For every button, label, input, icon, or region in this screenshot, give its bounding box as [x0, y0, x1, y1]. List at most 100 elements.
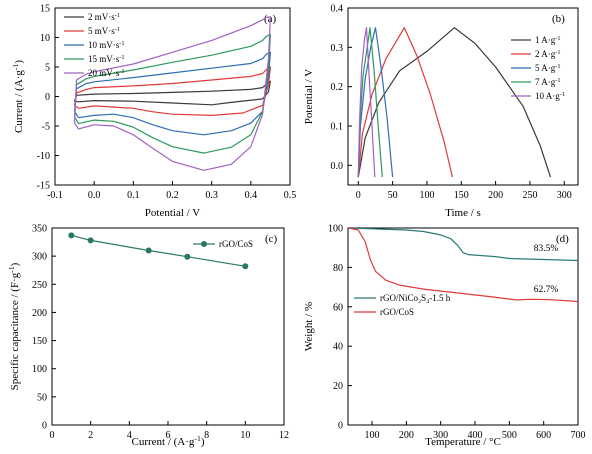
- y-tick-label: 0.2: [331, 82, 344, 93]
- series-line-3: [357, 27, 394, 178]
- y-tick-label: 200: [32, 308, 47, 319]
- legend-label: 10 mV·s-1: [88, 40, 125, 51]
- x-tick-label: 300: [433, 430, 448, 441]
- y-tick-label: 60: [333, 302, 343, 313]
- y-tick-label: -5: [42, 122, 50, 133]
- plot-frame: [347, 227, 579, 426]
- x-tick-label: 0.2: [166, 190, 179, 201]
- y-tick-label: 250: [32, 280, 47, 291]
- annotation-label: 83.5%: [534, 244, 559, 254]
- legend-label: 5 mV·s-1: [88, 26, 120, 37]
- x-tick-label: 0.5: [284, 190, 297, 201]
- y-tick-label: 0: [42, 421, 47, 432]
- legend: 1 A·g-1 2 A·g-1 5 A·g-1 7 A·g-1 10 A·g-1: [511, 35, 565, 102]
- y-tick-label: 0.1: [331, 122, 344, 133]
- series-line-2: [74, 66, 271, 116]
- series-line-5: [357, 27, 376, 178]
- plot-area: [357, 27, 552, 178]
- legend-label: 20 mV·s-1: [88, 68, 125, 79]
- y-axis-title: Current / (A·g-1): [11, 60, 26, 133]
- x-tick-label: 0.1: [127, 190, 140, 201]
- x-tick-label: 700: [571, 430, 586, 441]
- x-axis-title: Current / (A·g-1): [131, 434, 204, 449]
- data-point: [242, 263, 249, 270]
- y-tick-label: 350: [32, 224, 47, 235]
- legend: rGO/NiCo₂S₄-1.5 h rGO/CoS: [354, 293, 451, 317]
- y-tick-label: 100: [32, 364, 47, 375]
- chart-panel-3: 0 2 4 6 8 10 12 0 50 100 150 200 250 300 350 Current / …: [7, 224, 290, 449]
- data-point: [68, 232, 75, 239]
- x-tick-label: 200: [488, 190, 503, 201]
- legend-label: 7 A·g-1: [535, 77, 561, 88]
- x-tick-label: 300: [557, 190, 572, 201]
- x-tick-label: 200: [399, 430, 414, 441]
- legend-label: 5 A·g-1: [535, 63, 561, 74]
- chart-panel-4: 100 200 300 400 500 600 700 0 20 40 60 80 100 Tempera…: [303, 224, 586, 449]
- y-tick-label: 0: [338, 421, 343, 432]
- x-axis-title: Potential / V: [145, 207, 200, 219]
- y-tick-label: -10: [37, 151, 50, 162]
- y-tick-label: 0.4: [331, 4, 344, 15]
- legend-label: 2 mV·s-1: [88, 12, 120, 23]
- x-tick-label: 12: [279, 430, 289, 441]
- x-tick-label: 6: [166, 430, 171, 441]
- x-tick-label: 100: [365, 430, 380, 441]
- legend-label: 2 A·g-1: [535, 49, 561, 60]
- chart-panel-2: 0 50 100 150 200 250 300 0.0 0.1 0.2 0.3 0.4 Time / …: [303, 4, 579, 219]
- x-tick-label: 10: [240, 430, 250, 441]
- legend-label: 15 mV·s-1: [88, 54, 125, 65]
- x-tick-label: 2: [88, 430, 93, 441]
- data-point: [87, 237, 94, 244]
- y-tick-label: 50: [37, 392, 47, 403]
- x-tick-label: 400: [468, 430, 483, 441]
- x-axis-title: Temperature / °C: [425, 436, 501, 448]
- plot-area: [68, 232, 249, 270]
- y-tick-label: 300: [32, 252, 47, 263]
- x-tick-label: 0: [50, 430, 55, 441]
- panel-label: (c): [265, 233, 278, 245]
- legend-label: rGO/NiCo₂S₄-1.5 h: [380, 293, 451, 303]
- plot-area: [74, 16, 271, 171]
- x-tick-label: -0.1: [47, 190, 63, 201]
- series-line-5: [74, 16, 271, 171]
- legend-label: 10 A·g-1: [535, 91, 565, 102]
- x-axis-title: Time / s: [445, 207, 481, 219]
- x-tick-label: 0.4: [245, 190, 258, 201]
- series-line-2: [348, 228, 578, 303]
- x-tick-label: 500: [502, 430, 517, 441]
- legend-label: rGO/CoS: [380, 307, 414, 317]
- x-tick-label: 50: [388, 190, 398, 201]
- data-point: [145, 247, 152, 254]
- legend-label: 1 A·g-1: [535, 35, 561, 46]
- x-tick-label: 0.0: [88, 190, 101, 201]
- y-tick-label: 100: [328, 224, 343, 235]
- y-tick-label: 15: [40, 4, 50, 15]
- chart-panel-1: -0.1 0.0 0.1 0.2 0.3 0.4 0.5 -15 -10 -5 0 5 10 15 Pote…: [11, 4, 297, 220]
- panel-label: (d): [556, 233, 569, 245]
- x-tick-label: 0.3: [205, 190, 218, 201]
- x-tick-label: 8: [204, 430, 209, 441]
- y-tick-label: 0: [45, 92, 50, 103]
- x-tick-label: 600: [536, 430, 551, 441]
- plot-frame: [347, 7, 579, 186]
- y-tick-label: 5: [45, 63, 50, 74]
- y-tick-label: 0.0: [331, 161, 344, 172]
- y-tick-label: 150: [32, 336, 47, 347]
- legend: rGO/CoS: [193, 239, 253, 249]
- x-tick-label: 4: [127, 430, 132, 441]
- y-tick-label: 80: [333, 263, 343, 274]
- legend-marker: [201, 241, 207, 247]
- series-line-2: [357, 27, 453, 178]
- plot-frame: [51, 227, 285, 426]
- y-tick-label: 20: [333, 381, 343, 392]
- series-line-3: [74, 51, 271, 136]
- x-tick-label: 100: [419, 190, 434, 201]
- series-line-1: [348, 228, 578, 262]
- y-tick-label: 10: [40, 33, 50, 44]
- x-tick-label: 0: [356, 190, 361, 201]
- y-tick-label: -15: [37, 181, 50, 192]
- y-axis-title: Specific capacitance / (F·g-1): [7, 262, 22, 390]
- series-line-4: [74, 34, 271, 154]
- y-tick-label: 40: [333, 342, 343, 353]
